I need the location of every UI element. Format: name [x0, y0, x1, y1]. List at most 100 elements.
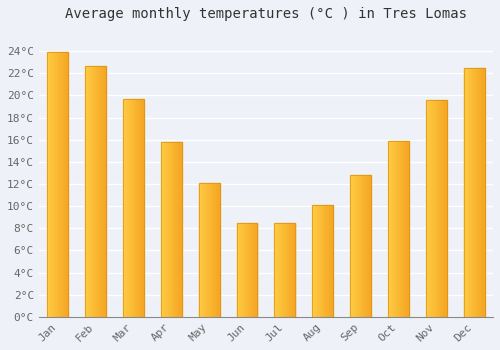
Bar: [401, 141, 402, 317]
Bar: [433, 100, 434, 317]
Bar: [437, 100, 438, 317]
Bar: [251, 223, 252, 317]
Bar: [166, 142, 167, 317]
Bar: [472, 68, 474, 317]
Bar: [52, 52, 53, 317]
Bar: [247, 223, 248, 317]
Bar: [329, 205, 330, 317]
Bar: [214, 183, 216, 317]
Bar: [98, 65, 99, 317]
Bar: [248, 223, 249, 317]
Bar: [331, 205, 332, 317]
Bar: [250, 223, 251, 317]
Bar: [236, 223, 238, 317]
Bar: [428, 100, 430, 317]
Bar: [243, 223, 244, 317]
Bar: [286, 223, 287, 317]
Bar: [134, 99, 135, 317]
Bar: [436, 100, 437, 317]
Bar: [283, 223, 284, 317]
Bar: [392, 141, 393, 317]
Bar: [327, 205, 328, 317]
Bar: [390, 141, 391, 317]
Bar: [441, 100, 442, 317]
Bar: [88, 65, 90, 317]
Bar: [142, 99, 143, 317]
Bar: [85, 65, 86, 317]
Bar: [179, 142, 180, 317]
Bar: [399, 141, 400, 317]
Bar: [141, 99, 142, 317]
Bar: [482, 68, 483, 317]
Bar: [140, 99, 141, 317]
Bar: [48, 52, 50, 317]
Bar: [240, 223, 241, 317]
Bar: [325, 205, 326, 317]
Bar: [466, 68, 467, 317]
Bar: [219, 183, 220, 317]
Bar: [208, 183, 209, 317]
Bar: [364, 175, 366, 317]
Bar: [285, 223, 286, 317]
Bar: [330, 205, 331, 317]
Bar: [162, 142, 163, 317]
Bar: [85, 65, 106, 317]
Bar: [161, 142, 182, 317]
Bar: [66, 52, 67, 317]
Bar: [130, 99, 132, 317]
Bar: [127, 99, 128, 317]
Bar: [165, 142, 166, 317]
Title: Average monthly temperatures (°C ) in Tres Lomas: Average monthly temperatures (°C ) in Tr…: [65, 7, 467, 21]
Bar: [444, 100, 446, 317]
Bar: [123, 99, 144, 317]
Bar: [402, 141, 404, 317]
Bar: [181, 142, 182, 317]
Bar: [206, 183, 207, 317]
Bar: [426, 100, 446, 317]
Bar: [86, 65, 88, 317]
Bar: [478, 68, 479, 317]
Bar: [135, 99, 136, 317]
Bar: [362, 175, 364, 317]
Bar: [64, 52, 66, 317]
Bar: [124, 99, 125, 317]
Bar: [242, 223, 243, 317]
Bar: [332, 205, 333, 317]
Bar: [395, 141, 396, 317]
Bar: [95, 65, 96, 317]
Bar: [313, 205, 314, 317]
Bar: [393, 141, 394, 317]
Bar: [177, 142, 178, 317]
Bar: [123, 99, 124, 317]
Bar: [404, 141, 406, 317]
Bar: [312, 205, 333, 317]
Bar: [438, 100, 439, 317]
Bar: [275, 223, 276, 317]
Bar: [102, 65, 103, 317]
Bar: [56, 52, 57, 317]
Bar: [314, 205, 315, 317]
Bar: [217, 183, 218, 317]
Bar: [132, 99, 134, 317]
Bar: [388, 141, 390, 317]
Bar: [238, 223, 240, 317]
Bar: [366, 175, 367, 317]
Bar: [317, 205, 318, 317]
Bar: [315, 205, 316, 317]
Bar: [475, 68, 476, 317]
Bar: [176, 142, 177, 317]
Bar: [57, 52, 58, 317]
Bar: [53, 52, 54, 317]
Bar: [406, 141, 408, 317]
Bar: [167, 142, 168, 317]
Bar: [359, 175, 360, 317]
Bar: [202, 183, 203, 317]
Bar: [51, 52, 52, 317]
Bar: [354, 175, 355, 317]
Bar: [388, 141, 409, 317]
Bar: [90, 65, 92, 317]
Bar: [396, 141, 397, 317]
Bar: [50, 52, 51, 317]
Bar: [322, 205, 324, 317]
Bar: [434, 100, 435, 317]
